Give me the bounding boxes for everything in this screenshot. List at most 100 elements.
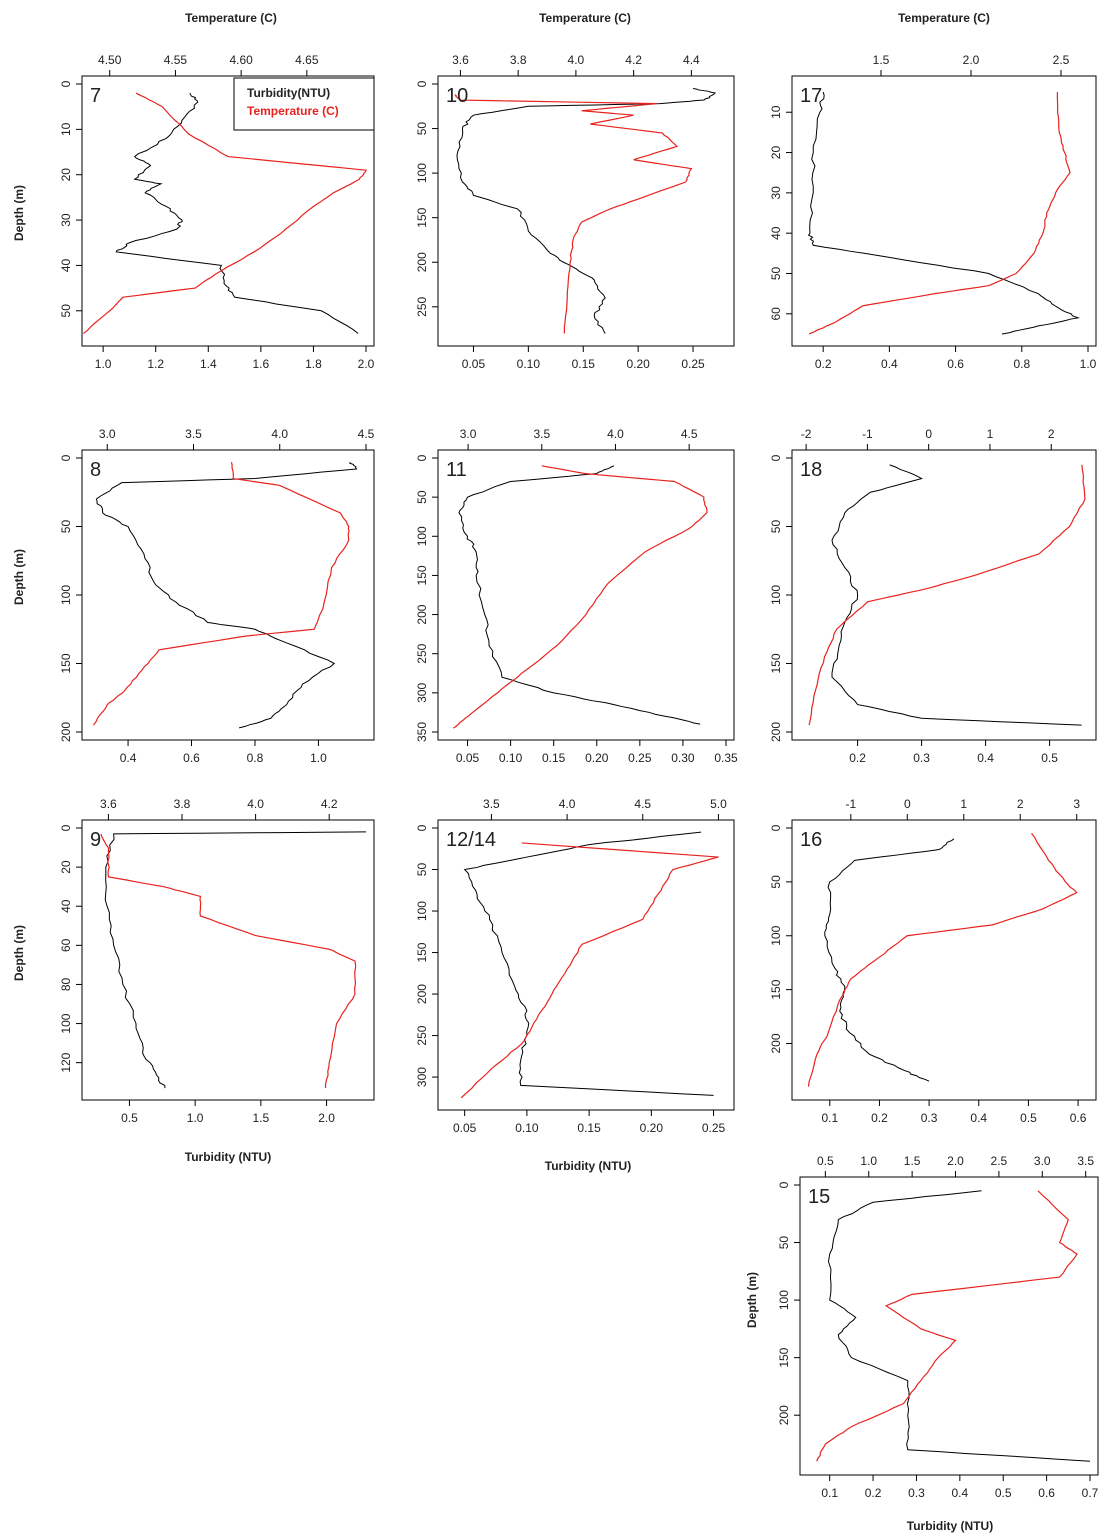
plot-frame [437, 75, 735, 347]
turbidity-tick-label: 0.6 [947, 357, 964, 371]
depth-tick-label: 30 [769, 186, 783, 200]
depth-tick-label: 100 [59, 1013, 73, 1033]
depth-tick-label: 150 [769, 979, 783, 999]
temperature-tick-label: 1.5 [873, 53, 890, 67]
depth-tick-label: 50 [777, 1236, 791, 1250]
depth-tick-label: 300 [415, 683, 429, 703]
series-turbidity-line [827, 1190, 1091, 1462]
depth-tick-label: 200 [415, 252, 429, 272]
depth-tick-label: 50 [415, 490, 429, 504]
temperature-tick-label: 4.0 [247, 797, 264, 811]
panel-number-label: 7 [90, 85, 101, 107]
turbidity-tick-label: 1.5 [253, 1111, 270, 1125]
depth-tick-label: 150 [415, 207, 429, 227]
turbidity-tick-label: 0.4 [881, 357, 898, 371]
panel-number-label: 11 [446, 459, 467, 481]
turbidity-tick-label: 0.05 [462, 357, 486, 371]
plot-frame [799, 1176, 1099, 1476]
turbidity-tick-label: 0.7 [1082, 1486, 1099, 1500]
depth-tick-label: 60 [769, 307, 783, 321]
depth-tick-label: 20 [59, 168, 73, 182]
temperature-tick-label: 4.0 [607, 427, 624, 441]
temperature-tick-label: 2.5 [1053, 53, 1070, 67]
turbidity-tick-label: 1.0 [187, 1111, 204, 1125]
plot-frame [81, 449, 375, 741]
temperature-tick-label: 2.0 [947, 1154, 964, 1168]
turbidity-tick-label: 0.15 [572, 357, 596, 371]
temperature-tick-label: 3.0 [99, 427, 116, 441]
panel-number-label: 16 [800, 829, 822, 851]
depth-tick-label: 200 [415, 984, 429, 1004]
temperature-tick-label: 3.5 [185, 427, 202, 441]
temperature-tick-label: 4.65 [295, 53, 319, 67]
depth-tick-label: 60 [59, 938, 73, 952]
temperature-tick-label: 4.5 [358, 427, 375, 441]
turbidity-tick-label: 1.2 [147, 357, 164, 371]
temperature-tick-label: 0.5 [817, 1154, 834, 1168]
depth-tick-label: 150 [769, 653, 783, 673]
temperature-tick-label: 1 [987, 427, 994, 441]
temperature-tick-label: 4.4 [683, 53, 700, 67]
depth-tick-label: 150 [415, 565, 429, 585]
depth-tick-label: 0 [59, 454, 73, 461]
depth-tick-label: 50 [59, 520, 73, 534]
panel-11: 0 50 100 150 200 250 300 350 0.05 0.10 0.15 0.20 0.2… [415, 427, 738, 765]
depth-tick-label: 50 [415, 122, 429, 136]
depth-tick-label: 100 [769, 925, 783, 945]
depth-tick-label: 50 [415, 863, 429, 877]
depth-tick-label: 100 [415, 901, 429, 921]
depth-tick-label: 0 [59, 80, 73, 87]
series-temperature-line [92, 461, 350, 726]
turbidity-tick-label: 0.25 [681, 357, 705, 371]
depth-tick-label: 200 [415, 604, 429, 624]
plot-frame [81, 75, 375, 347]
temperature-tick-label: 3.8 [510, 53, 527, 67]
turbidity-tick-label: 2.0 [358, 357, 375, 371]
turbidity-tick-label: 0.05 [456, 751, 480, 765]
series-turbidity-line [456, 87, 716, 334]
turbidity-tick-label: 0.5 [1041, 751, 1058, 765]
depth-tick-label: 250 [415, 296, 429, 316]
temperature-tick-label: -1 [862, 427, 873, 441]
turbidity-tick-label: 0.3 [913, 751, 930, 765]
left-axis-title-row3: Depth (m) [12, 925, 26, 981]
series-turbidity-line [95, 461, 358, 729]
temperature-tick-label: 2.5 [991, 1154, 1008, 1168]
panel-number-label: 10 [446, 85, 468, 107]
panel-10: 0 50 100 150 200 250 0.05 0.10 0.15 0.20 0.25 3.6 3.… [415, 53, 735, 371]
temperature-tick-label: 4.0 [568, 53, 585, 67]
series-temperature-line [808, 464, 1086, 726]
turbidity-tick-label: 0.3 [908, 1486, 925, 1500]
temperature-tick-label: 3.0 [460, 427, 477, 441]
turbidity-tick-label: 0.3 [921, 1111, 938, 1125]
turbidity-tick-label: 0.15 [542, 751, 566, 765]
depth-tick-label: 50 [769, 520, 783, 534]
panel-12-14: 0 50 100 150 200 250 300 0.05 0.10 0.15 0.20 0.25 3.… [415, 797, 735, 1135]
turbidity-tick-label: 0.10 [499, 751, 523, 765]
depth-tick-label: 100 [777, 1290, 791, 1310]
depth-tick-label: 10 [59, 122, 73, 136]
panel-16: 0 50 100 150 200 0.1 0.2 0.3 0.4 0.5 0.6 -1 0 1 2 3 16 [769, 797, 1097, 1125]
turbidity-tick-label: 0.4 [120, 751, 137, 765]
turbidity-tick-label: 0.10 [515, 1121, 539, 1135]
top-axis-title-col2: Temperature (C) [539, 11, 631, 25]
temperature-tick-label: 4.0 [271, 427, 288, 441]
turbidity-tick-label: 0.5 [121, 1111, 138, 1125]
turbidity-tick-label: 0.5 [995, 1486, 1012, 1500]
panel-number-label: 18 [800, 459, 822, 481]
turbidity-tick-label: 1.8 [305, 357, 322, 371]
temperature-tick-label: 4.5 [634, 797, 651, 811]
turbidity-tick-label: 0.25 [628, 751, 652, 765]
depth-tick-label: 200 [769, 722, 783, 742]
series-turbidity-line [104, 831, 367, 1089]
turbidity-tick-label: 0.2 [871, 1111, 888, 1125]
panel-number-label: 12/14 [446, 829, 496, 851]
depth-tick-label: 250 [415, 1025, 429, 1045]
depth-tick-label: 20 [59, 860, 73, 874]
turbidity-tick-label: 0.2 [849, 751, 866, 765]
depth-tick-label: 120 [59, 1052, 73, 1072]
turbidity-tick-label: 0.35 [714, 751, 738, 765]
temperature-tick-label: -1 [845, 797, 856, 811]
series-turbidity-line [463, 831, 714, 1096]
